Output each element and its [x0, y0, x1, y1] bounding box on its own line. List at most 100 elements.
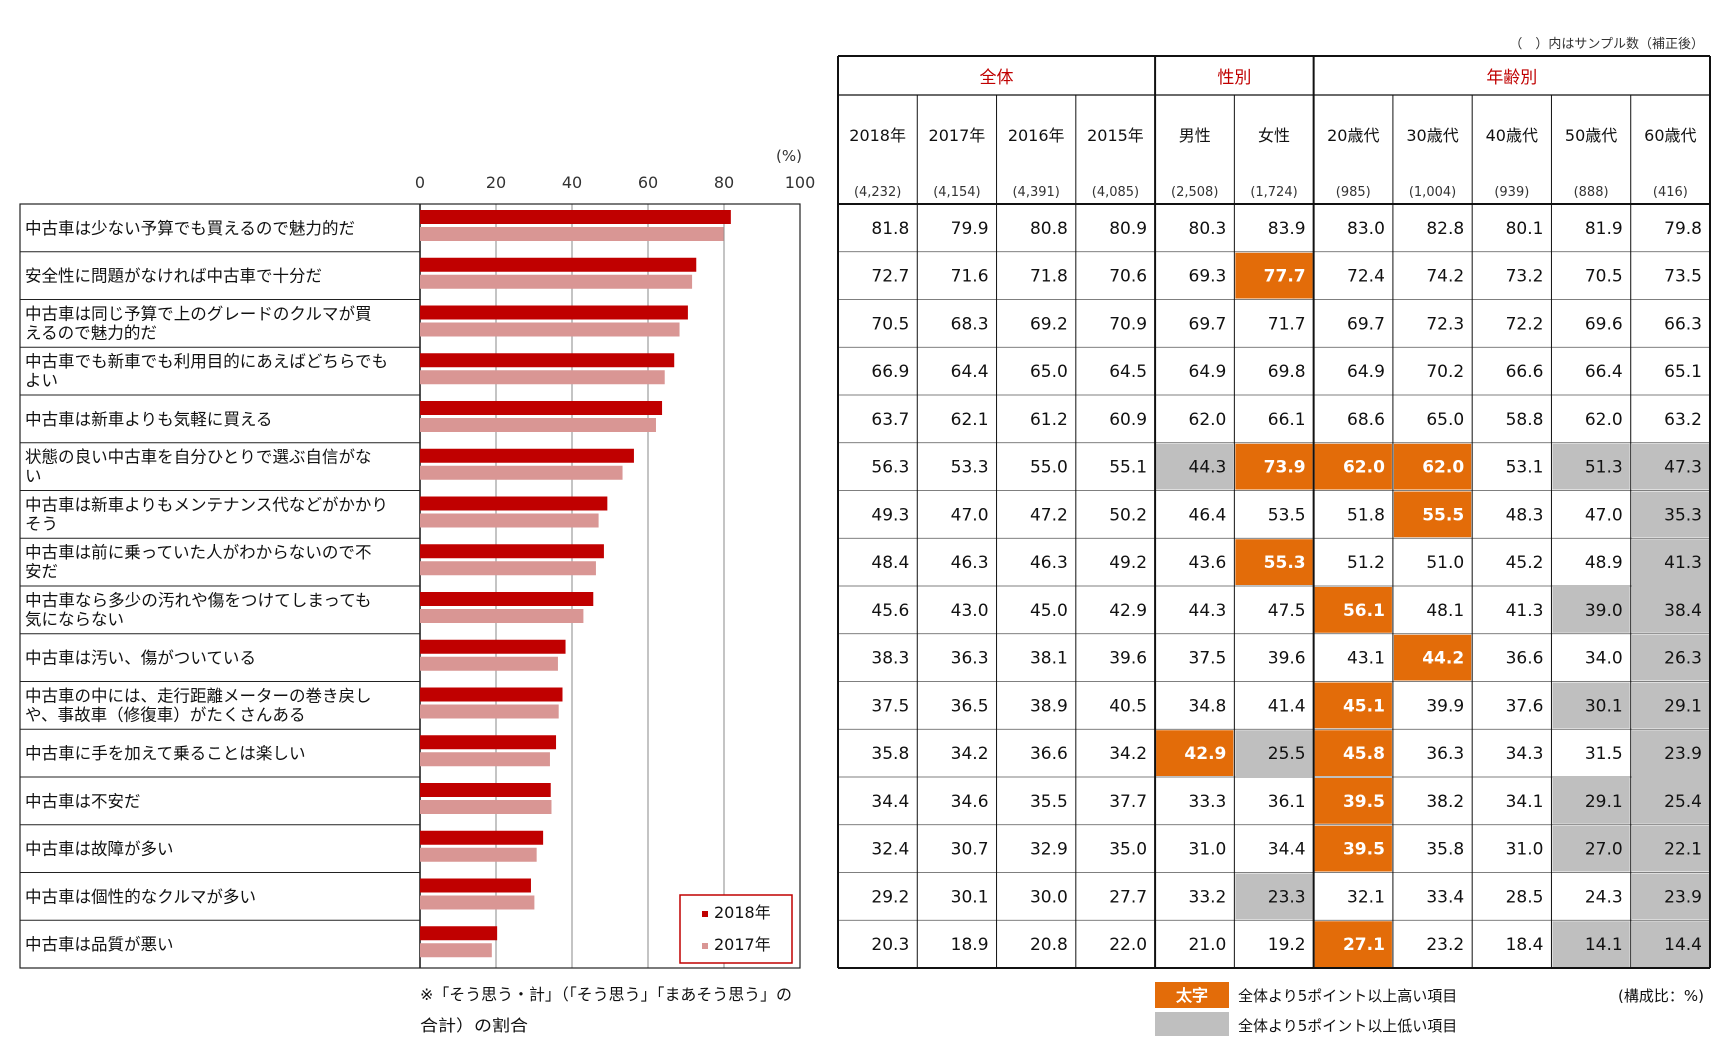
table-cell: 34.3 — [1506, 744, 1544, 764]
table-cell: 29.2 — [871, 887, 909, 907]
table-cell: 32.4 — [871, 840, 909, 860]
column-header: 20歳代 — [1327, 126, 1379, 145]
category-label: 中古車は品質が悪い — [25, 935, 174, 954]
table-cell: 30.0 — [1030, 887, 1068, 907]
table-cell: 47.0 — [1585, 505, 1623, 525]
table-cell: 72.2 — [1506, 314, 1544, 334]
table-cell: 47.5 — [1268, 601, 1306, 621]
table-cell: 50.2 — [1109, 505, 1147, 525]
footnote: ※「そう思う・計」（「そう思う」「まあそう思う」の — [420, 985, 792, 1004]
table-cell: 43.0 — [951, 601, 989, 621]
cell-highlight-high — [1393, 634, 1472, 681]
table-cell: 36.6 — [1030, 744, 1068, 764]
table-cell: 82.8 — [1426, 219, 1464, 239]
column-header: 2018年 — [849, 126, 906, 145]
table-cell: 48.1 — [1426, 601, 1464, 621]
table-cell: 38.3 — [871, 649, 909, 669]
table-cell: 72.3 — [1426, 314, 1464, 334]
table-cell: 42.9 — [1109, 601, 1147, 621]
table-cell: 72.7 — [871, 267, 909, 287]
table-cell: 83.0 — [1347, 219, 1385, 239]
cell-highlight-low — [1631, 873, 1709, 920]
table-cell: 23.9 — [1664, 887, 1702, 907]
table-cell: 46.3 — [951, 553, 989, 573]
bar-2017 — [420, 800, 552, 814]
bar-2018 — [420, 830, 544, 845]
table-cell: 63.2 — [1664, 410, 1702, 430]
cell-highlight-low — [1631, 491, 1709, 538]
table-cell: 69.3 — [1189, 267, 1227, 287]
table-cell: 30.1 — [1585, 696, 1623, 716]
table-cell: 55.5 — [1422, 505, 1464, 525]
table-cell: 69.7 — [1347, 314, 1385, 334]
table-cell: 69.8 — [1268, 362, 1306, 382]
table-cell: 29.1 — [1664, 696, 1702, 716]
table-cell: 43.6 — [1189, 553, 1227, 573]
table-cell: 23.3 — [1268, 887, 1306, 907]
table-cell: 40.5 — [1109, 696, 1147, 716]
table-cell: 71.6 — [951, 267, 989, 287]
table-cell: 77.7 — [1264, 267, 1306, 287]
bar-2017 — [420, 465, 623, 480]
table-cell: 62.0 — [1585, 410, 1623, 430]
category-label: 中古車は少ない予算でも買えるので魅力的だ — [25, 219, 355, 238]
table-cell: 34.2 — [951, 744, 989, 764]
category-label: 中古車は個性的なクルマが多い — [25, 887, 256, 906]
bar-2018 — [420, 735, 557, 750]
bar-2018 — [420, 305, 688, 320]
cell-highlight-high — [1393, 443, 1472, 490]
table-cell: 23.9 — [1664, 744, 1702, 764]
bar-2017 — [420, 943, 492, 958]
table-cell: 18.4 — [1506, 935, 1544, 955]
cell-highlight-high — [1393, 491, 1472, 538]
table-cell: 45.1 — [1343, 696, 1385, 716]
table-cell: 55.1 — [1109, 458, 1147, 478]
table-cell: 53.3 — [951, 458, 989, 478]
footnote: 合計）の割合 — [420, 1016, 528, 1035]
table-cell: 74.2 — [1426, 267, 1464, 287]
category-label: よい — [25, 371, 58, 390]
bar-2018 — [420, 401, 663, 415]
table-cell: 36.1 — [1268, 792, 1306, 812]
table-cell: 32.1 — [1347, 887, 1385, 907]
table-cell: 37.5 — [1189, 649, 1227, 669]
category-label: 中古車の中には、走行距離メーターの巻き戻し — [25, 686, 372, 705]
category-label: い — [25, 467, 42, 486]
cell-highlight-low — [1552, 778, 1630, 824]
column-sample-size: (1,724) — [1250, 185, 1297, 200]
table-cell: 69.7 — [1189, 314, 1227, 334]
table-cell: 39.6 — [1268, 649, 1306, 669]
bar-2017 — [420, 656, 558, 671]
table-cell: 19.2 — [1268, 935, 1306, 955]
cell-highlight-high — [1314, 587, 1392, 633]
cell-highlight-high — [1235, 539, 1313, 585]
data-table: （ ）内はサンプル数（補正後） 全体 性別 年齢別 2018年 (4,232) 2017年 (… — [837, 36, 1711, 1036]
table-cell: 70.5 — [871, 314, 909, 334]
table-cell: 41.3 — [1664, 553, 1702, 573]
table-cell: 72.4 — [1347, 267, 1385, 287]
table-cell: 34.4 — [871, 792, 909, 812]
column-sample-size: (4,232) — [854, 185, 901, 200]
table-cell: 63.7 — [871, 410, 909, 430]
table-cell: 36.3 — [1426, 744, 1464, 764]
column-header: 2016年 — [1008, 126, 1065, 145]
table-cell: 35.3 — [1664, 505, 1702, 525]
table-cell: 38.4 — [1664, 601, 1702, 621]
bar-2017 — [420, 418, 656, 432]
table-cell: 70.6 — [1109, 267, 1147, 287]
table-cell: 68.6 — [1347, 410, 1385, 430]
category-label: 中古車は新車よりもメンテナンス代などがかかり — [25, 495, 388, 514]
table-cell: 68.3 — [951, 314, 989, 334]
table-cell: 33.3 — [1189, 792, 1227, 812]
table-cell: 47.2 — [1030, 505, 1068, 525]
column-sample-size: (2,508) — [1171, 185, 1218, 200]
table-cell: 23.2 — [1426, 935, 1464, 955]
bar-2017 — [420, 895, 535, 910]
group-header: 性別 — [1217, 68, 1251, 88]
table-cell: 64.9 — [1189, 362, 1227, 382]
table-cell: 31.0 — [1189, 840, 1227, 860]
legend-low-swatch — [1155, 1012, 1229, 1036]
table-cell: 66.3 — [1664, 314, 1702, 334]
cell-highlight-low — [1552, 587, 1630, 633]
